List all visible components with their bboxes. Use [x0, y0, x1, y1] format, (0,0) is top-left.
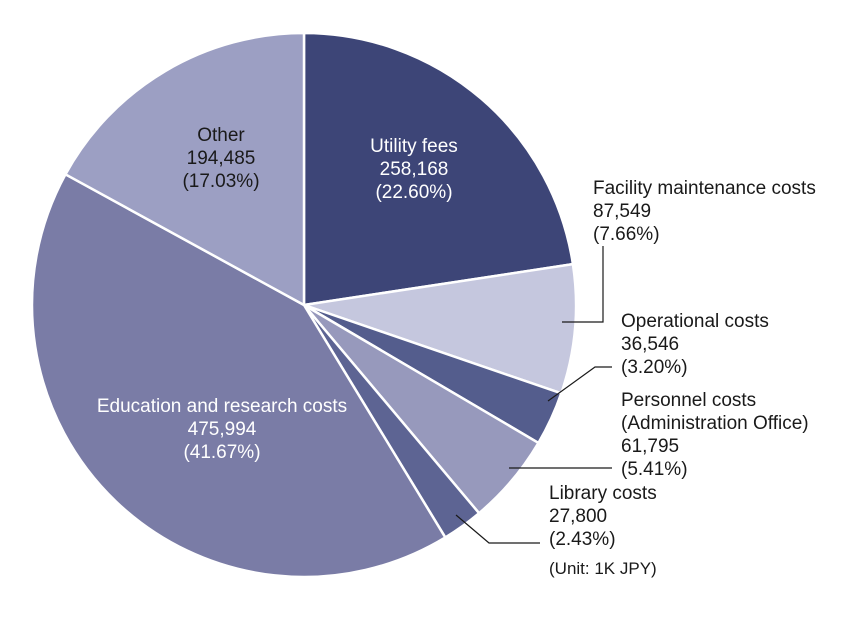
- pie-slice-other: [64, 31, 306, 307]
- slice-label-operational-costs: Operational costs 36,546 (3.20%): [621, 311, 769, 378]
- slice-label-education-and-research-costs: Education and research costs 475,994 (41.6…: [97, 396, 347, 463]
- slice-label-utility-fees: Utility fees 258,168 (22.60%): [370, 136, 458, 203]
- slice-label-personnel-costs-administration-office: Personnel costs (Administration Office) 61…: [621, 390, 809, 480]
- pie-slice-utility-fees: [302, 31, 575, 307]
- leader-line-library-costs: [455, 514, 540, 544]
- leader-lines: [455, 246, 612, 544]
- leader-line-operational-costs: [547, 366, 612, 402]
- slice-labels: Utility fees 258,168 (22.60%) Facility main…: [97, 125, 816, 550]
- slice-label-library-costs: Library costs 27,800 (2.43%): [549, 483, 657, 550]
- pie-slice-education-and-research-costs: [30, 173, 447, 579]
- slice-label-facility-maintenance-costs: Facility maintenance costs 87,549 (7.66%): [593, 178, 816, 245]
- pie-slice-facility-maintenance-costs: [302, 262, 578, 395]
- slice-label-other: Other 194,485 (17.03%): [182, 125, 259, 192]
- pie-slices: [30, 31, 578, 579]
- unit-note: (Unit: 1K JPY): [549, 559, 657, 578]
- leader-line-facility-maintenance-costs: [562, 246, 604, 323]
